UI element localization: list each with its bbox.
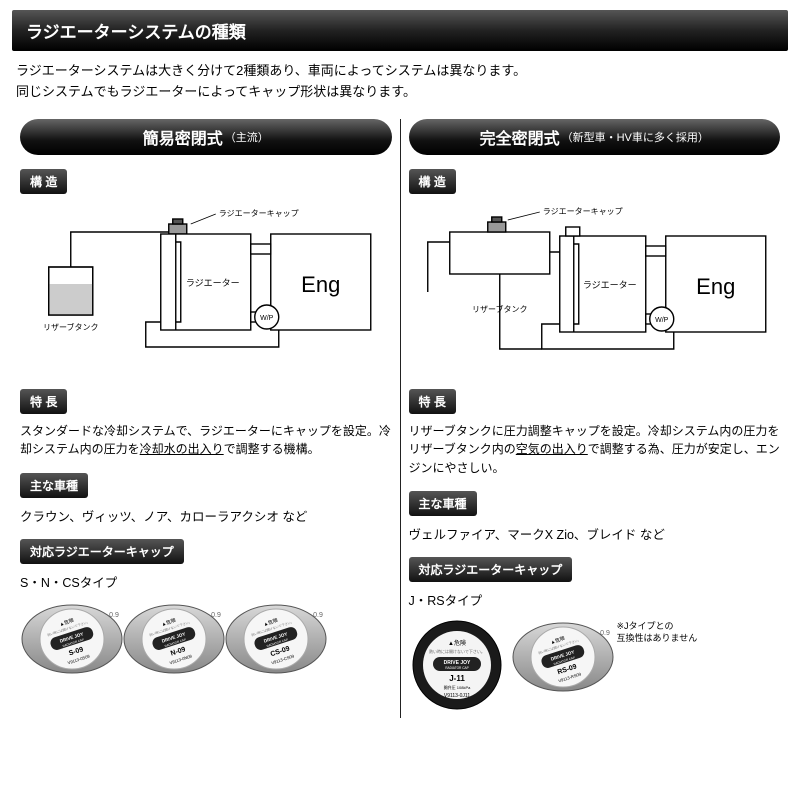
engine-label: Eng	[301, 272, 340, 297]
models-tag: 主な車種	[20, 473, 88, 498]
feature-tag: 特 長	[409, 389, 456, 414]
cap-item: ▲危険 熱い時には開けないで下さい。 DRIVE JOY RADIATOR CA…	[409, 617, 505, 718]
svg-text:0.9: 0.9	[313, 612, 323, 619]
svg-text:開弁圧 108kPa: 開弁圧 108kPa	[443, 684, 470, 690]
two-column-layout: 簡易密閉式 （主流） 構 造	[0, 119, 800, 719]
feature-text: リザーブタンクに圧力調整キャップを設定。冷却システム内の圧力をリザーブタンク内の…	[409, 422, 781, 478]
feature-b: で調整する機構。	[224, 442, 320, 456]
svg-text:V9113-0J11: V9113-0J11	[443, 693, 469, 699]
svg-text:0.9: 0.9	[211, 612, 221, 619]
caps-row-left: ▲危険 熱い時には開けないで下さい。 DRIVE JOY RADIATOR CA…	[20, 599, 392, 684]
feature-u: 空気の出入り	[516, 442, 588, 456]
svg-text:熱い時には開けないで下さい。: 熱い時には開けないで下さい。	[429, 648, 485, 654]
pill-main: 完全密閉式	[480, 125, 560, 149]
pill-sub: （新型車・HV車に多く採用）	[562, 129, 709, 145]
diagram-fully-sealed: リザーブタンク ラジエーター Eng W/P ラジエーターキャップ	[409, 202, 781, 372]
structure-tag: 構 造	[20, 169, 67, 194]
cap-label: ラジエーターキャップ	[542, 207, 622, 216]
cap-type-text: J・RSタイプ	[409, 590, 781, 609]
footnote: ※Jタイプとの 互換性はありません	[617, 621, 698, 644]
caps-tag: 対応ラジエーターキャップ	[20, 539, 184, 564]
pill-main: 簡易密閉式	[143, 125, 223, 149]
column-heading-pill: 簡易密閉式 （主流）	[20, 119, 392, 155]
models-tag: 主な車種	[409, 491, 477, 516]
column-fully-sealed: 完全密閉式 （新型車・HV車に多く採用） 構 造	[401, 119, 789, 719]
intro-text: ラジエーターシステムは大きく分けて2種類あり、車両によってシステムは異なります。…	[16, 61, 784, 103]
radiator-label: ラジエーター	[582, 280, 636, 290]
svg-text:0.9: 0.9	[600, 630, 610, 637]
column-simple-sealed: 簡易密閉式 （主流） 構 造	[12, 119, 401, 719]
svg-text:RADIATOR CAP: RADIATOR CAP	[445, 666, 469, 670]
models-text: ヴェルファイア、マークX Zio、ブレイド など	[409, 524, 781, 543]
reserve-label: リザーブタンク	[43, 322, 99, 332]
wp-label: W/P	[655, 317, 669, 324]
pill-sub: （主流）	[225, 129, 269, 145]
radiator-cap-icon: ▲危険 熱い時には開けないで下さい。 DRIVE JOY RADIATOR CA…	[511, 617, 615, 697]
footnote-l2: 互換性はありません	[617, 633, 698, 645]
svg-text:▲危険: ▲危険	[448, 639, 466, 647]
radiator-cap-icon: ▲危険 熱い時には開けないで下さい。 DRIVE JOY RADIATOR CA…	[122, 599, 226, 679]
feature-tag: 特 長	[20, 389, 67, 414]
column-heading-pill: 完全密閉式 （新型車・HV車に多く採用）	[409, 119, 781, 155]
svg-text:J-11: J-11	[449, 674, 465, 683]
svg-text:0.9: 0.9	[109, 612, 119, 619]
cap-item: ▲危険 熱い時には開けないで下さい。 DRIVE JOY RADIATOR CA…	[224, 599, 320, 684]
wp-label: W/P	[260, 315, 274, 322]
feature-u: 冷却水の出入り	[140, 442, 224, 456]
caps-tag: 対応ラジエーターキャップ	[409, 557, 573, 582]
radiator-cap-icon: ▲危険 熱い時には開けないで下さい。 DRIVE JOY RADIATOR CA…	[20, 599, 124, 679]
radiator-cap-icon: ▲危険 熱い時には開けないで下さい。 DRIVE JOY RADIATOR CA…	[224, 599, 328, 679]
cap-item: ▲危険 熱い時には開けないで下さい。 DRIVE JOY RADIATOR CA…	[511, 617, 607, 718]
page-title-bar: ラジエーターシステムの種類	[12, 10, 788, 51]
caps-row-right: ▲危険 熱い時には開けないで下さい。 DRIVE JOY RADIATOR CA…	[409, 617, 781, 718]
intro-line-2: 同じシステムでもラジエーターによってキャップ形状は異なります。	[16, 82, 784, 103]
footnote-l1: ※Jタイプとの	[617, 621, 698, 633]
diagram-simple-sealed: リザーブタンク ラジエーター Eng W/P ラジエーターキャップ	[20, 202, 392, 372]
cap-type-text: S・N・CSタイプ	[20, 572, 392, 591]
cap-item: ▲危険 熱い時には開けないで下さい。 DRIVE JOY RADIATOR CA…	[20, 599, 116, 684]
radiator-label: ラジエーター	[186, 278, 240, 288]
feature-text: スタンダードな冷却システムで、ラジエーターにキャップを設定。冷却システム内の圧力…	[20, 422, 392, 459]
intro-line-1: ラジエーターシステムは大きく分けて2種類あり、車両によってシステムは異なります。	[16, 61, 784, 82]
radiator-cap-icon: ▲危険 熱い時には開けないで下さい。 DRIVE JOY RADIATOR CA…	[409, 617, 505, 713]
cap-label: ラジエーターキャップ	[219, 209, 299, 218]
models-text: クラウン、ヴィッツ、ノア、カローラアクシオ など	[20, 506, 392, 525]
page-title: ラジエーターシステムの種類	[26, 23, 246, 42]
cap-item: ▲危険 熱い時には開けないで下さい。 DRIVE JOY RADIATOR CA…	[122, 599, 218, 684]
reserve-label: リザーブタンク	[471, 304, 527, 314]
structure-tag: 構 造	[409, 169, 456, 194]
engine-label: Eng	[696, 274, 735, 299]
